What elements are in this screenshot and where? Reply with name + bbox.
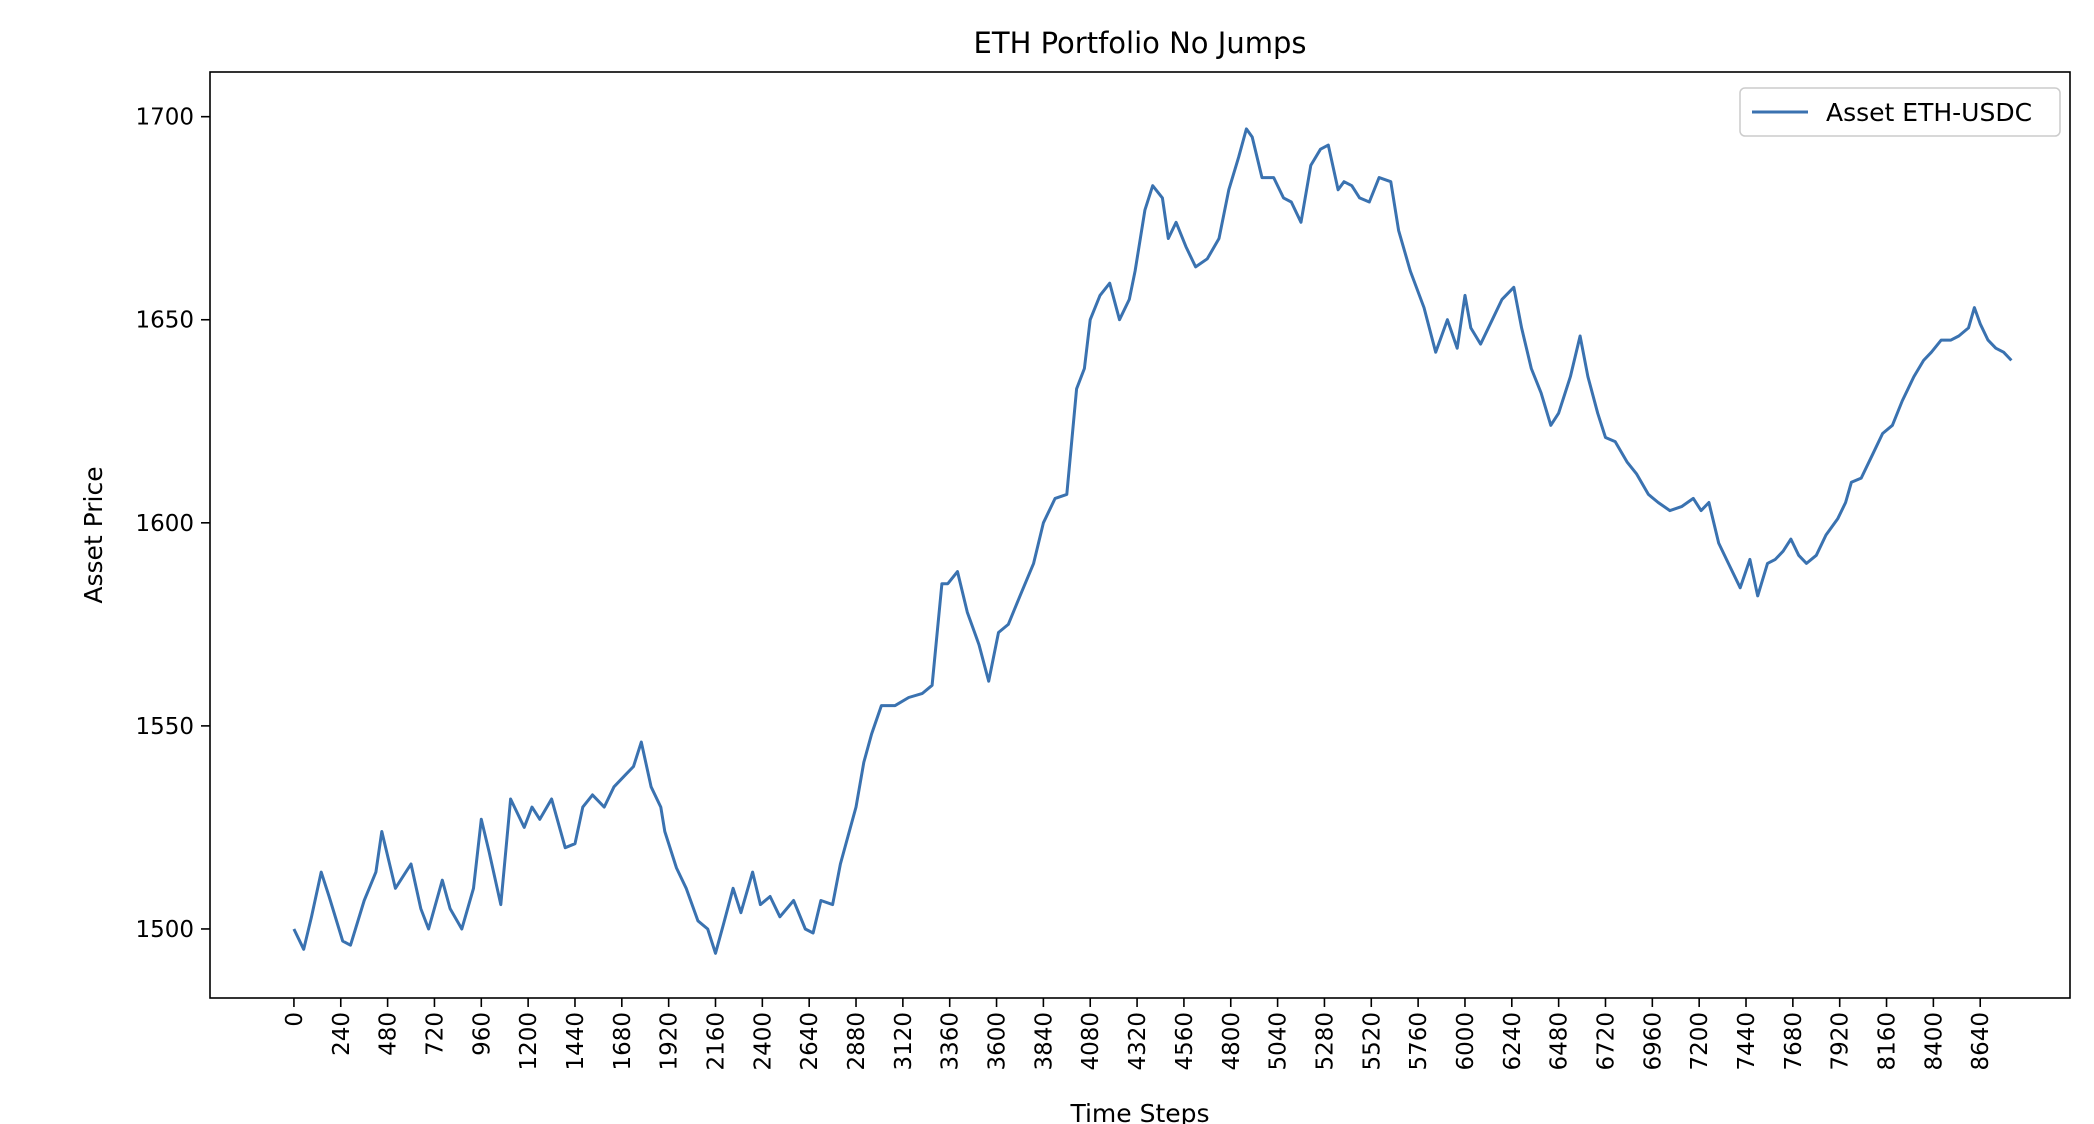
x-tick-label: 3600 [985,1012,1011,1071]
x-axis: 0 240 480 720 960 1200 1440 1680 1920 2160 2400 264… [282,998,1994,1071]
y-tick-label: 1600 [135,511,194,537]
x-tick-label: 960 [469,1012,495,1056]
y-tick-label: 1550 [135,714,194,740]
x-tick-label: 2880 [844,1012,870,1071]
x-tick-label: 4800 [1219,1012,1245,1071]
y-tick-label: 1700 [135,105,194,131]
x-tick-label: 1440 [563,1012,589,1071]
x-tick-label: 7440 [1734,1012,1760,1071]
x-tick-label: 4080 [1078,1012,1104,1071]
legend: Asset ETH-USDC [1739,87,2061,137]
x-tick-label: 6480 [1547,1012,1573,1071]
x-axis-title: Time Steps [1069,1099,1209,1124]
x-tick-label: 5280 [1312,1012,1338,1071]
legend-label: Asset ETH-USDC [1826,98,2032,127]
plot-area [209,71,2071,999]
x-tick-label: 2160 [703,1012,729,1071]
x-tick-label: 7920 [1828,1012,1854,1071]
x-tick-label: 2640 [797,1012,823,1071]
x-tick-label: 4320 [1125,1012,1151,1071]
x-tick-label: 6960 [1640,1012,1666,1071]
y-tick-label: 1500 [135,917,194,943]
legend-box [1739,87,2061,137]
x-tick-label: 1680 [610,1012,636,1071]
x-tick-label: 7200 [1687,1012,1713,1071]
x-tick-label: 6240 [1500,1012,1526,1071]
y-tick-label: 1650 [135,308,194,334]
x-tick-label: 6000 [1453,1012,1479,1071]
x-tick-label: 8400 [1921,1012,1947,1071]
y-axis-title: Asset Price [79,466,108,603]
series-layer [292,127,2013,955]
y-axis: 1500 1550 1600 1650 1700 [135,105,210,943]
x-tick-label: 3120 [891,1012,917,1071]
chart-title: ETH Portfolio No Jumps [974,26,1307,60]
series-line-asset-eth-usdc [292,127,2013,955]
x-tick-label: 5520 [1359,1012,1385,1071]
x-tick-label: 5040 [1266,1012,1292,1071]
x-tick-label: 1920 [657,1012,683,1071]
x-tick-label: 1200 [516,1012,542,1071]
x-tick-label: 2400 [750,1012,776,1071]
x-tick-label: 8640 [1968,1012,1994,1071]
x-tick-label: 3840 [1031,1012,1057,1071]
x-tick-label: 4560 [1172,1012,1198,1071]
x-tick-label: 3360 [938,1012,964,1071]
x-tick-label: 0 [282,1012,308,1027]
x-tick-label: 7680 [1781,1012,1807,1071]
x-tick-label: 8160 [1875,1012,1901,1071]
x-tick-label: 720 [422,1012,448,1056]
x-tick-label: 5760 [1406,1012,1432,1071]
x-tick-label: 6720 [1593,1012,1619,1071]
x-tick-label: 480 [376,1012,402,1056]
x-tick-label: 240 [329,1012,355,1056]
